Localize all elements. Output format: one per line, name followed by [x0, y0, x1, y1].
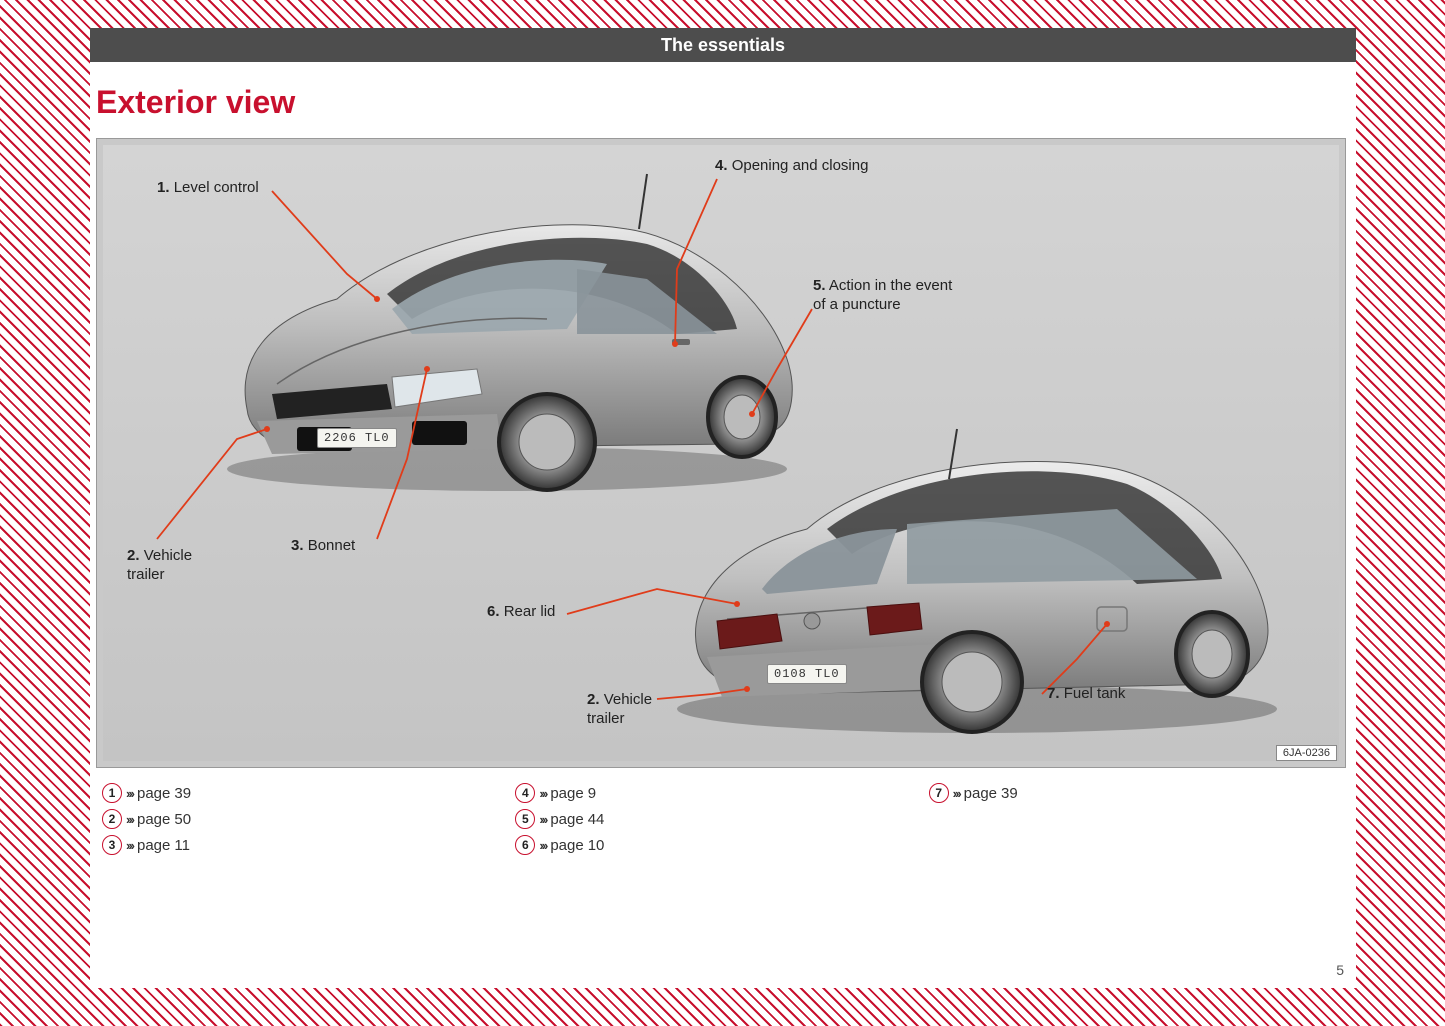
- ref-col-2: 4 ››› page 9 5 ››› page 44 6 ››› page 10: [515, 783, 928, 861]
- exterior-view-figure: 2206 TL0: [96, 138, 1346, 768]
- ref-page-number: 39: [1001, 785, 1018, 802]
- callout-number: 5.: [813, 277, 826, 294]
- callout-2-rear: 2. Vehicletrailer: [587, 691, 652, 729]
- ref-page-number: 9: [588, 785, 596, 802]
- ref-col-3: 7 ››› page 39: [929, 783, 1342, 861]
- ref-row: 1 ››› page 39: [102, 783, 515, 803]
- ref-number-circle: 6: [515, 835, 535, 855]
- callout-lines: [97, 139, 1346, 768]
- ref-page-prefix: page: [550, 811, 583, 828]
- header-bar: The essentials: [90, 28, 1356, 62]
- ref-number-circle: 7: [929, 783, 949, 803]
- callout-7: 7. Fuel tank: [1047, 685, 1125, 704]
- callout-6: 6. Rear lid: [487, 603, 555, 622]
- ref-page-prefix: page: [964, 785, 997, 802]
- callout-2-front: 2. Vehicletrailer: [127, 547, 192, 585]
- ref-page-number: 39: [174, 785, 191, 802]
- callout-label: Opening and closing: [732, 157, 869, 174]
- callout-label: Bonnet: [308, 537, 356, 554]
- callout-label: Level control: [174, 179, 259, 196]
- ref-arrows-icon: ›››: [539, 812, 546, 827]
- callout-label: Action in the eventof a puncture: [813, 277, 952, 313]
- callout-number: 2.: [587, 691, 600, 708]
- ref-row: 3 ››› page 11: [102, 835, 515, 855]
- callout-label: Rear lid: [504, 603, 556, 620]
- callout-label: Fuel tank: [1064, 685, 1126, 702]
- callout-number: 3.: [291, 537, 304, 554]
- callout-number: 6.: [487, 603, 500, 620]
- ref-arrows-icon: ›››: [126, 812, 133, 827]
- ref-row: 2 ››› page 50: [102, 809, 515, 829]
- page: The essentials Exterior view: [90, 28, 1356, 988]
- ref-page-prefix: page: [550, 785, 583, 802]
- ref-arrows-icon: ›››: [539, 838, 546, 853]
- callout-1: 1. Level control: [157, 179, 259, 198]
- ref-page-number: 11: [174, 837, 190, 854]
- ref-number-circle: 1: [102, 783, 122, 803]
- section-title: Exterior view: [96, 84, 295, 121]
- ref-page-prefix: page: [137, 811, 170, 828]
- ref-row: 6 ››› page 10: [515, 835, 928, 855]
- ref-page-number: 50: [174, 811, 191, 828]
- callout-number: 1.: [157, 179, 170, 196]
- callout-3: 3. Bonnet: [291, 537, 355, 556]
- ref-number-circle: 4: [515, 783, 535, 803]
- page-number: 5: [1336, 962, 1344, 978]
- ref-page-number: 44: [588, 811, 605, 828]
- ref-page-prefix: page: [137, 837, 170, 854]
- figure-reference-code: 6JA-0236: [1276, 745, 1337, 761]
- ref-arrows-icon: ›››: [126, 786, 133, 801]
- ref-page-prefix: page: [550, 837, 583, 854]
- ref-number-circle: 3: [102, 835, 122, 855]
- ref-number-circle: 5: [515, 809, 535, 829]
- ref-page-number: 10: [588, 837, 605, 854]
- ref-arrows-icon: ›››: [126, 838, 133, 853]
- callout-number: 2.: [127, 547, 140, 564]
- ref-col-1: 1 ››› page 39 2 ››› page 50 3 ››› page 1…: [102, 783, 515, 861]
- ref-row: 7 ››› page 39: [929, 783, 1342, 803]
- callout-4: 4. Opening and closing: [715, 157, 868, 176]
- header-title: The essentials: [661, 35, 785, 56]
- callout-number: 7.: [1047, 685, 1060, 702]
- ref-page-prefix: page: [137, 785, 170, 802]
- callout-5: 5. Action in the eventof a puncture: [813, 277, 952, 315]
- callout-number: 4.: [715, 157, 728, 174]
- ref-arrows-icon: ›››: [539, 786, 546, 801]
- ref-number-circle: 2: [102, 809, 122, 829]
- ref-arrows-icon: ›››: [953, 786, 960, 801]
- page-references: 1 ››› page 39 2 ››› page 50 3 ››› page 1…: [102, 783, 1342, 861]
- ref-row: 5 ››› page 44: [515, 809, 928, 829]
- ref-row: 4 ››› page 9: [515, 783, 928, 803]
